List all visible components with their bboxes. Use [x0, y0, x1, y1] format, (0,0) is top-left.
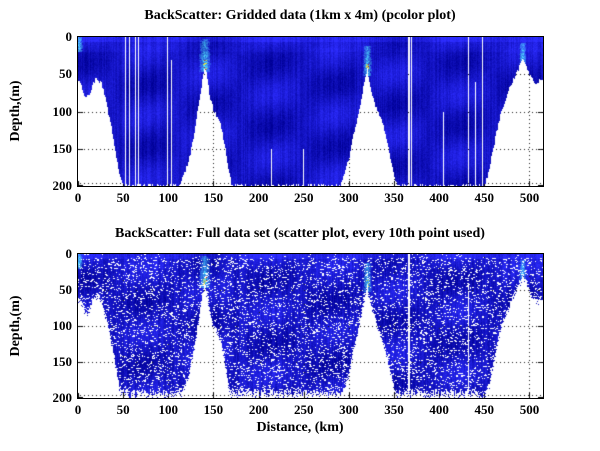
x-tick-label: 500 — [519, 190, 540, 205]
x-tick-label: 50 — [116, 402, 130, 417]
y-tick-label: 0 — [65, 246, 73, 261]
bottom-plot-area-scatter — [78, 254, 543, 398]
top-axes-box — [77, 36, 544, 187]
x-tick-label: 150 — [203, 190, 224, 205]
x-tick-label: 350 — [384, 190, 404, 205]
bottom-y-axis-label: Depth,(m) — [8, 295, 23, 357]
top-plot-area-pcolor — [78, 37, 543, 186]
x-tick-label: 100 — [158, 402, 179, 417]
y-tick-label: 0 — [65, 29, 73, 44]
x-tick-label: 400 — [429, 402, 449, 417]
y-tick-label: 100 — [52, 103, 73, 119]
x-tick-label: 100 — [158, 190, 179, 205]
x-tick-label: 250 — [293, 402, 314, 417]
x-tick-label: 250 — [293, 190, 314, 205]
bottom-plot-title: BackScatter: Full data set (scatter plot… — [115, 226, 485, 241]
y-tick-label: 150 — [52, 140, 73, 156]
y-tick-label: 50 — [59, 282, 72, 297]
x-tick-label: 200 — [248, 402, 269, 417]
x-tick-label: 300 — [339, 402, 359, 417]
y-tick-label: 200 — [52, 178, 73, 193]
x-tick-label: 200 — [248, 190, 269, 205]
x-tick-label: 150 — [203, 402, 224, 417]
x-tick-label: 450 — [474, 402, 495, 417]
x-tick-label: 500 — [519, 402, 540, 417]
y-tick-label: 100 — [52, 318, 73, 333]
x-tick-label: 300 — [339, 190, 359, 205]
y-tick-label: 50 — [59, 66, 72, 82]
y-tick-label: 200 — [52, 390, 73, 405]
top-plot-title: BackScatter: Gridded data (1km x 4m) (pc… — [144, 8, 456, 23]
x-tick-label: 0 — [74, 190, 82, 205]
x-tick-label: 350 — [384, 402, 404, 417]
x-tick-label: 0 — [74, 402, 82, 417]
x-tick-label: 50 — [116, 190, 130, 205]
x-tick-label: 450 — [474, 190, 495, 205]
x-tick-label: 400 — [429, 190, 449, 205]
y-tick-label: 150 — [52, 354, 73, 369]
x-axis-label: Distance, (km) — [256, 420, 344, 435]
bottom-axes-box — [77, 253, 544, 399]
top-y-axis-label: Depth,(m) — [8, 80, 23, 142]
